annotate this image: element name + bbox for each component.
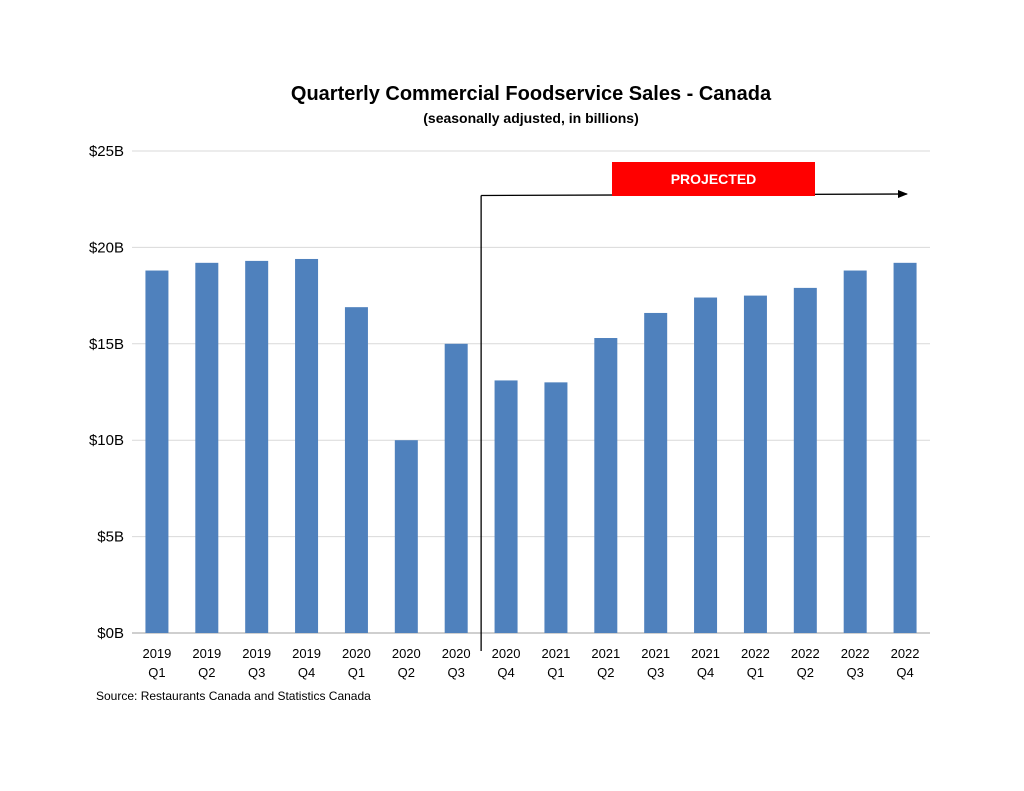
projected-banner [612,162,815,196]
x-tick-label-line: Q2 [198,665,215,680]
x-tick-label-line: 2020 [342,646,371,661]
y-tick-label: $20B [89,239,124,256]
y-tick-label: $10B [89,432,124,449]
x-tick-label-line: 2019 [142,646,171,661]
x-tick-label-line: 2019 [192,646,221,661]
x-tick-label-line: Q1 [747,665,764,680]
x-tick-label: 2021 Q4 [691,646,720,680]
x-tick-label-line: Q1 [348,665,365,680]
x-tick-label-line: 2022 [791,646,820,661]
x-tick-label-line: 2019 [242,646,271,661]
x-tick-label-line: Q3 [448,665,465,680]
x-tick-label: 2020 Q3 [442,646,471,680]
x-tick-label-line: Q3 [847,665,864,680]
x-tick-label-line: 2022 [741,646,770,661]
x-tick-label-line: 2019 [292,646,321,661]
bar [594,338,618,633]
x-tick-label-line: 2021 [641,646,670,661]
x-tick-label: 2021 Q1 [541,646,570,680]
bars [145,258,917,633]
x-tick-label-line: Q4 [896,665,913,680]
x-tick-label-line: 2022 [841,646,870,661]
x-tick-label-line: Q3 [248,665,265,680]
x-tick-label: 2019 Q3 [242,646,271,680]
x-tick-label: 2020 Q4 [492,646,521,680]
x-tick-label: 2019 Q4 [292,646,321,680]
x-tick-label-line: Q3 [647,665,664,680]
x-tick-label-line: 2022 [891,646,920,661]
chart-subtitle: (seasonally adjusted, in billions) [423,110,639,126]
chart-title: Quarterly Commercial Foodservice Sales -… [291,83,772,105]
x-tick-label-line: Q4 [697,665,714,680]
x-tick-label-line: Q2 [797,665,814,680]
x-tick-label: 2020 Q2 [392,646,421,680]
bar [843,270,867,633]
y-tick-label: $0B [97,625,124,642]
x-tick-label-line: Q2 [597,665,614,680]
x-tick-label: 2022 Q1 [741,646,770,680]
source-note: Source: Restaurants Canada and Statistic… [96,689,371,703]
x-tick-label-line: Q4 [497,665,514,680]
bar [893,262,917,633]
y-axis-ticks: $0B $5B $10B $15B $20B $25B [89,143,124,642]
bar [295,258,319,633]
x-tick-label: 2019 Q1 [142,646,171,680]
x-tick-label-line: Q4 [298,665,315,680]
x-tick-label: 2020 Q1 [342,646,371,680]
y-tick-label: $25B [89,143,124,160]
bar [544,382,568,633]
x-tick-label-line: Q2 [398,665,415,680]
bar [145,270,169,633]
bar [743,295,767,633]
x-tick-label-line: 2021 [541,646,570,661]
x-tick-label: 2021 Q3 [641,646,670,680]
x-tick-label-line: Q1 [547,665,564,680]
y-tick-label: $15B [89,336,124,353]
bar [793,287,817,633]
bar [644,312,668,633]
x-tick-label-line: 2021 [691,646,720,661]
bar [195,262,219,633]
bar [245,260,269,633]
x-tick-label: 2019 Q2 [192,646,221,680]
x-tick-label-line: 2021 [591,646,620,661]
x-tick-label-line: Q1 [148,665,165,680]
x-tick-label: 2022 Q2 [791,646,820,680]
x-tick-label-line: 2020 [442,646,471,661]
x-tick-label-line: 2020 [392,646,421,661]
x-tick-label: 2021 Q2 [591,646,620,680]
bar [694,297,718,633]
x-tick-label-line: 2020 [492,646,521,661]
bar [444,343,468,633]
x-tick-label: 2022 Q4 [891,646,920,680]
x-tick-label: 2022 Q3 [841,646,870,680]
projected-label: PROJECTED [671,171,757,187]
y-tick-label: $5B [97,529,124,546]
bar [394,440,418,633]
bar [344,307,368,633]
projection-annotation: PROJECTED [480,162,908,651]
bar [494,380,518,633]
